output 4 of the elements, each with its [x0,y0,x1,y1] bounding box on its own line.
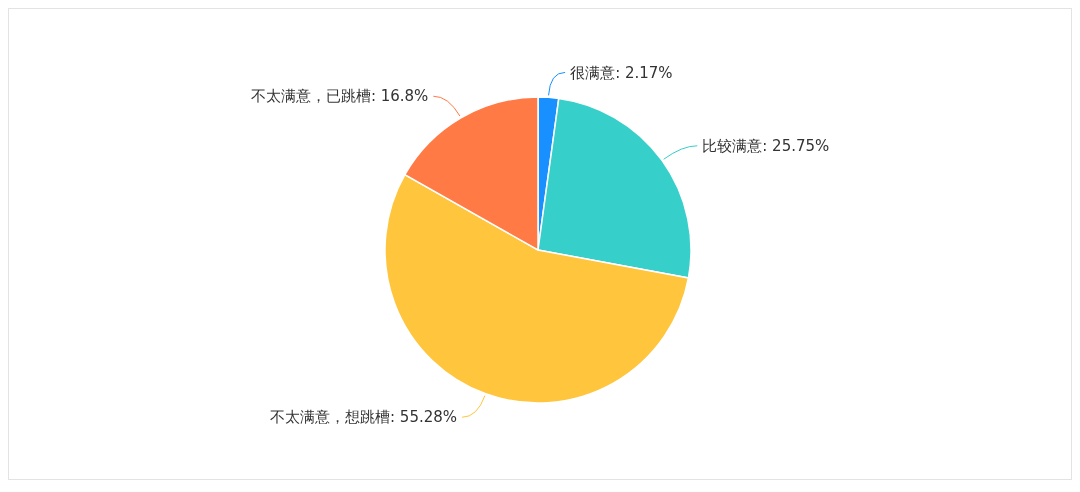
slice-label: 比较满意: 25.75% [702,137,830,156]
slice-label: 很满意: 2.17% [570,63,673,82]
slice-label: 不太满意，已跳槽: 16.8% [250,87,429,106]
slice-label: 不太满意，想跳槽: 55.28% [270,408,458,427]
